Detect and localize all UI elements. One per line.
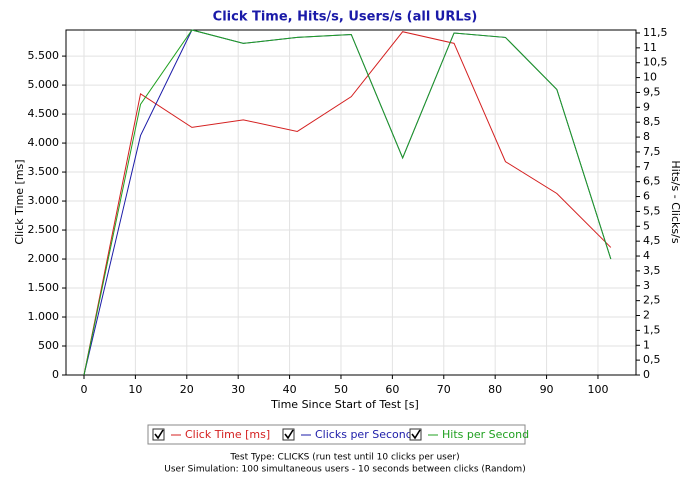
y2-tick-label: 1: [643, 338, 650, 351]
x-tick-label: 60: [385, 383, 399, 396]
legend-check: [411, 429, 421, 440]
y2-tick-label: 4: [643, 249, 650, 262]
legend-checkbox: [409, 428, 422, 441]
y-tick-label: 2.500: [28, 223, 60, 236]
y2-tick-label: 5: [643, 219, 650, 232]
chart-title: Click Time, Hits/s, Users/s (all URLs): [213, 10, 478, 25]
legend-box: [147, 424, 526, 445]
y2-tick-label: 10: [643, 71, 657, 84]
x-axis-label: Time Since Start of Test [s]: [270, 398, 419, 411]
y-tick-label: 5.500: [28, 49, 60, 62]
x-tick-label: 10: [128, 383, 142, 396]
y-tick-label: 4.000: [28, 136, 60, 149]
footer-line: Test Type: CLICKS (run test until 10 cli…: [229, 453, 459, 463]
y2-tick-label: 11,5: [643, 26, 668, 39]
y-tick-label: 3.000: [28, 194, 60, 207]
y2-tick-label: 3: [643, 279, 650, 292]
y2-tick-label: 1,5: [643, 323, 661, 336]
y-tick-label: 0: [52, 368, 59, 381]
y2-tick-label: 2: [643, 309, 650, 322]
x-tick-label: 50: [334, 383, 348, 396]
y2-tick-label: 0: [643, 368, 650, 381]
y2-tick-label: 7,5: [643, 145, 661, 158]
x-tick-label: 0: [80, 383, 87, 396]
x-tick-label: 20: [180, 383, 194, 396]
legend-checkbox: [152, 428, 165, 441]
y-tick-label: 5.000: [28, 78, 60, 91]
footer-line: User Simulation: 100 simultaneous users …: [164, 465, 525, 475]
y2-tick-label: 3,5: [643, 264, 661, 277]
plot-area: [66, 30, 636, 375]
x-tick-label: 40: [283, 383, 297, 396]
legend-checkbox: [282, 428, 295, 441]
y2-tick-label: 10,5: [643, 56, 668, 69]
legend-check: [154, 429, 164, 440]
y2-axis-label: Hits/s - Clicks/s: [669, 160, 682, 243]
y-tick-label: 3.500: [28, 165, 60, 178]
legend-label: Click Time [ms]: [185, 428, 270, 441]
y2-tick-label: 0,5: [643, 353, 661, 366]
y2-tick-label: 4,5: [643, 234, 661, 247]
y2-tick-label: 8,5: [643, 115, 661, 128]
plot-border: [65, 29, 637, 376]
series-line: [83, 31, 612, 376]
legend-check: [284, 429, 294, 440]
y-axis-label: Click Time [ms]: [13, 159, 26, 244]
y2-tick-label: 9,5: [643, 85, 661, 98]
series-line: [83, 29, 612, 376]
legend-label: Hits per Second: [442, 428, 529, 441]
legend-label: Clicks per Second: [315, 428, 413, 441]
y2-tick-label: 8: [643, 130, 650, 143]
x-tick-label: 30: [231, 383, 245, 396]
x-tick-label: 70: [437, 383, 451, 396]
y-tick-label: 2.000: [28, 252, 60, 265]
y2-tick-label: 2,5: [643, 294, 661, 307]
x-tick-label: 100: [587, 383, 608, 396]
y2-tick-label: 7: [643, 160, 650, 173]
y2-tick-label: 11: [643, 41, 657, 54]
y-tick-label: 500: [38, 339, 59, 352]
y-tick-label: 1.500: [28, 281, 60, 294]
x-tick-label: 90: [540, 383, 554, 396]
x-tick-label: 80: [488, 383, 502, 396]
y2-tick-label: 6,5: [643, 175, 661, 188]
y2-tick-label: 9: [643, 100, 650, 113]
y2-tick-label: 6: [643, 190, 650, 203]
y-tick-label: 4.500: [28, 107, 60, 120]
y-tick-label: 1.000: [28, 310, 60, 323]
y2-tick-label: 5,5: [643, 204, 661, 217]
